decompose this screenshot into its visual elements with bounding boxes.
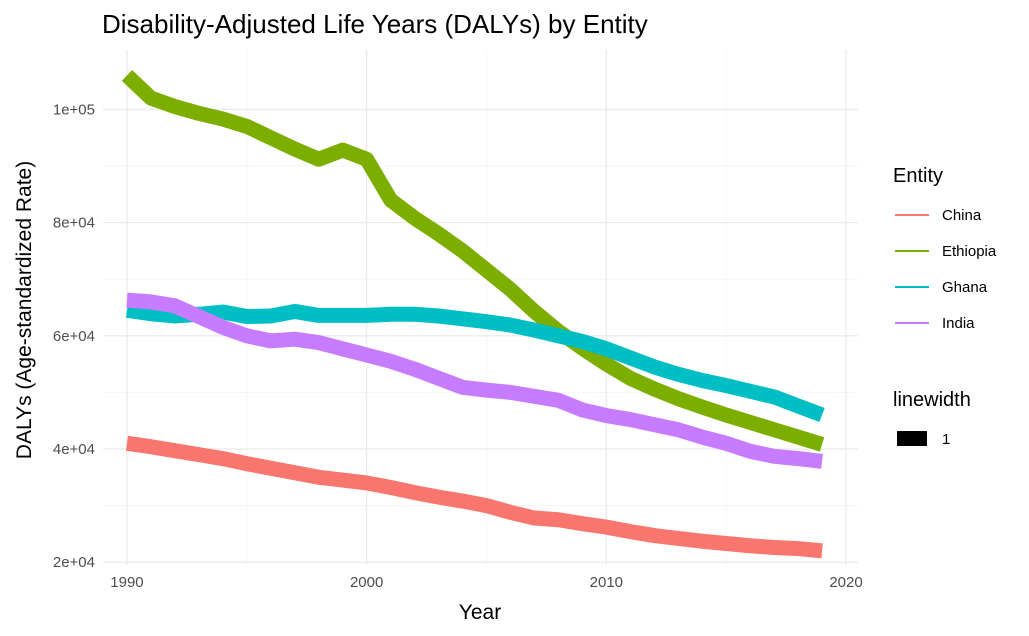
legend: Entity China Ethiopia Ghana India linewidth… — [893, 165, 997, 448]
legend-label-china: China — [942, 207, 982, 224]
y-tick-label: 4e+04 — [53, 441, 95, 458]
legend-linewidth-title: linewidth — [893, 389, 971, 411]
legend-label-ghana: Ghana — [942, 279, 988, 296]
series-layer — [121, 70, 825, 559]
series-line-india — [126, 292, 823, 469]
series-line-ethiopia — [121, 70, 825, 452]
legend-entries: China Ethiopia Ghana India — [895, 207, 997, 332]
legend-title: Entity — [893, 165, 943, 187]
legend-label-india: India — [942, 315, 975, 332]
y-tick-label: 8e+04 — [53, 215, 95, 232]
chart-title: Disability-Adjusted Life Years (DALYs) b… — [102, 9, 648, 39]
y-tick-label: 6e+04 — [53, 328, 95, 345]
y-tick-label: 2e+04 — [53, 554, 95, 571]
y-axis-ticks: 2e+04 4e+04 6e+04 8e+04 1e+05 — [53, 101, 95, 571]
y-tick-label: 1e+05 — [53, 101, 95, 118]
x-tick-label: 2020 — [829, 574, 862, 591]
x-axis-title: Year — [459, 601, 501, 624]
legend-linewidth-label: 1 — [942, 431, 950, 448]
legend-linewidth-key — [897, 431, 927, 446]
x-tick-label: 1990 — [110, 574, 143, 591]
x-axis-ticks: 1990 2000 2010 2020 — [110, 574, 862, 591]
series-line-china — [125, 435, 823, 559]
series-line-ghana — [125, 302, 825, 423]
x-tick-label: 2010 — [590, 574, 623, 591]
y-axis-title: DALYs (Age-standardized Rate) — [13, 161, 36, 459]
x-tick-label: 2000 — [350, 574, 383, 591]
legend-label-ethiopia: Ethiopia — [942, 243, 997, 260]
